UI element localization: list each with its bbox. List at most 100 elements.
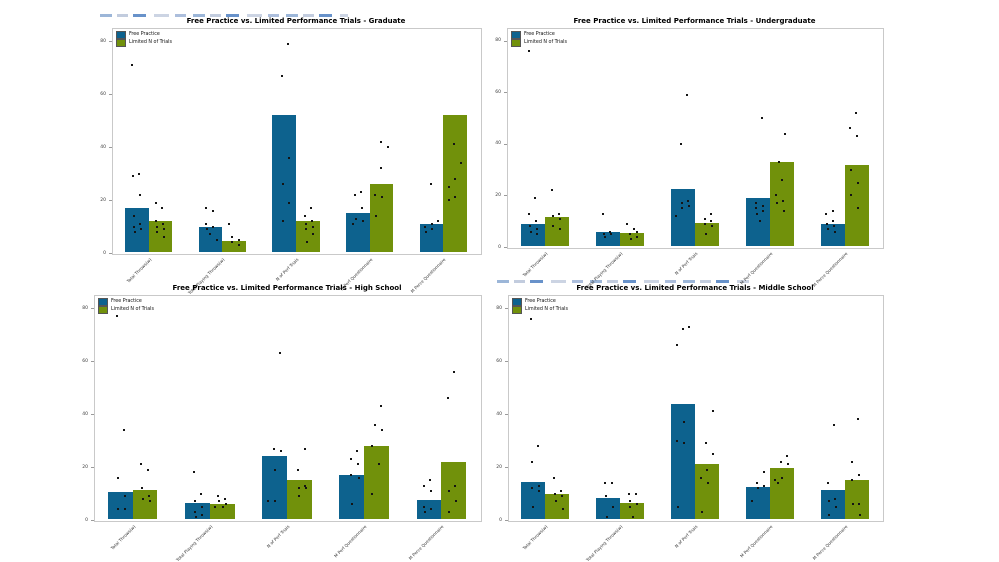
scatter-point bbox=[194, 516, 197, 519]
y-tick-mark bbox=[504, 195, 507, 197]
y-tick-mark bbox=[505, 520, 508, 521]
y-tick-label: 0 bbox=[498, 244, 501, 250]
y-tick-label: 40 bbox=[495, 141, 501, 147]
scatter-point bbox=[205, 222, 208, 225]
scatter-point bbox=[527, 50, 530, 53]
bar-limited-trials bbox=[132, 489, 158, 519]
legend-label: Limited N of Trials bbox=[525, 307, 568, 312]
scatter-point bbox=[303, 447, 306, 450]
scatter-point bbox=[238, 244, 241, 247]
scatter-point bbox=[680, 202, 683, 205]
scatter-point bbox=[763, 484, 766, 487]
legend-label: Limited N of Trials bbox=[129, 40, 172, 45]
bar-limited-trials bbox=[209, 504, 235, 519]
scatter-point bbox=[448, 511, 451, 514]
chart-title: Free Practice vs. Limited Performance Tr… bbox=[576, 284, 814, 292]
scatter-point bbox=[214, 505, 217, 508]
bar-limited-trials bbox=[544, 217, 569, 246]
scatter-point bbox=[756, 481, 759, 484]
scatter-point bbox=[217, 495, 220, 498]
y-tick-label: 60 bbox=[496, 358, 502, 364]
scatter-point bbox=[635, 230, 638, 233]
scatter-point bbox=[305, 228, 308, 231]
scatter-point bbox=[553, 476, 556, 479]
scatter-point bbox=[534, 197, 537, 200]
scatter-point bbox=[211, 209, 214, 212]
y-tick-mark bbox=[91, 414, 94, 416]
bar-free-practice bbox=[596, 497, 621, 519]
y-tick-label: 40 bbox=[100, 144, 106, 150]
legend: Free Practice Limited N of Trials bbox=[512, 298, 568, 314]
scatter-point bbox=[856, 181, 859, 184]
scatter-point bbox=[431, 228, 434, 231]
y-tick-label: 0 bbox=[85, 517, 88, 523]
scatter-point bbox=[154, 201, 157, 204]
scatter-point bbox=[453, 370, 456, 373]
scatter-point bbox=[454, 500, 457, 503]
bar-limited-trials bbox=[443, 115, 467, 252]
plot-area bbox=[507, 28, 884, 249]
scatter-point bbox=[750, 500, 753, 503]
scatter-point bbox=[351, 503, 354, 506]
bar-free-practice bbox=[820, 223, 845, 246]
scatter-point bbox=[237, 238, 240, 241]
legend-item: Free Practice bbox=[512, 298, 568, 306]
scatter-point bbox=[117, 508, 120, 511]
scatter-point bbox=[778, 160, 781, 163]
bar-free-practice bbox=[272, 115, 296, 252]
scatter-point bbox=[774, 194, 777, 197]
scatter-point bbox=[558, 217, 561, 220]
scatter-point bbox=[834, 497, 836, 500]
bar-limited-trials bbox=[441, 461, 467, 519]
legend-swatch bbox=[512, 306, 522, 314]
scatter-point bbox=[304, 214, 307, 217]
scatter-point bbox=[224, 497, 227, 500]
scatter-point bbox=[350, 474, 353, 476]
scatter-point bbox=[141, 497, 144, 500]
scatter-point bbox=[354, 193, 357, 196]
scatter-point bbox=[831, 209, 834, 212]
scatter-point bbox=[279, 450, 282, 453]
scatter-point bbox=[380, 405, 383, 408]
scatter-point bbox=[215, 238, 218, 241]
x-tick-label: M Perf Questionnaire bbox=[333, 524, 368, 559]
scatter-point bbox=[140, 228, 143, 231]
x-tick-label: N of Perf Trials bbox=[265, 524, 291, 549]
scatter-point bbox=[560, 489, 563, 492]
bar-limited-trials bbox=[364, 445, 389, 519]
bar-free-practice bbox=[745, 198, 770, 246]
scatter-point bbox=[205, 228, 208, 231]
x-tick-label: Total Playing Throws(w) bbox=[585, 524, 624, 562]
scatter-point bbox=[529, 230, 532, 233]
scatter-point bbox=[677, 505, 680, 508]
scatter-point bbox=[761, 204, 764, 207]
scatter-point bbox=[551, 189, 554, 192]
scatter-point bbox=[281, 183, 284, 186]
scatter-point bbox=[611, 481, 614, 484]
scatter-point bbox=[551, 215, 554, 218]
scatter-point bbox=[850, 194, 853, 197]
chart-graduate: Free Practice vs. Limited Performance Tr… bbox=[100, 12, 488, 295]
legend-label: Free Practice bbox=[525, 299, 556, 304]
scatter-point bbox=[627, 492, 630, 495]
scatter-point bbox=[162, 228, 165, 231]
legend-label: Free Practice bbox=[129, 32, 160, 37]
scatter-point bbox=[123, 495, 126, 498]
scatter-point bbox=[762, 471, 765, 474]
chart-title: Free Practice vs. Limited Performance Tr… bbox=[172, 284, 402, 292]
scatter-point bbox=[687, 204, 690, 207]
y-tick-mark bbox=[505, 467, 508, 469]
scatter-point bbox=[777, 481, 780, 484]
chart-title: Free Practice vs. Limited Performance Tr… bbox=[573, 17, 816, 25]
scatter-point bbox=[629, 233, 632, 236]
scatter-point bbox=[298, 495, 301, 498]
bar-limited-trials bbox=[844, 480, 869, 519]
scatter-point bbox=[856, 418, 859, 421]
y-tick-label: 20 bbox=[495, 192, 501, 198]
scatter-point bbox=[682, 421, 685, 424]
scatter-point bbox=[221, 505, 224, 508]
scatter-point bbox=[430, 222, 433, 225]
scatter-point bbox=[161, 222, 164, 225]
chart-middle-school: Free Practice vs. Limited Performance Tr… bbox=[496, 282, 889, 562]
scatter-point bbox=[297, 468, 300, 471]
